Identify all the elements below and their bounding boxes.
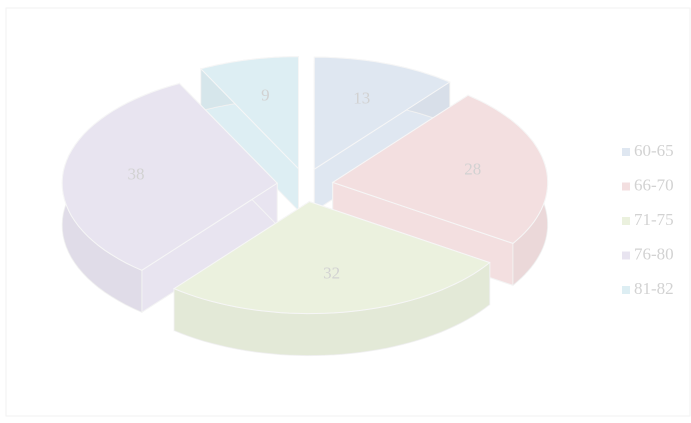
legend-label: 60-65 (634, 141, 674, 160)
data-label: 9 (261, 86, 270, 105)
data-label: 13 (353, 88, 370, 107)
slice (61, 82, 278, 271)
legend-label: 76-80 (634, 244, 674, 263)
legend-swatch (622, 148, 630, 156)
data-label: 38 (128, 164, 145, 183)
legend-swatch (622, 286, 630, 294)
slice (173, 201, 491, 315)
legend-swatch (622, 251, 630, 260)
legend-swatch (622, 182, 630, 191)
legend-swatch (622, 217, 630, 225)
slice (313, 56, 451, 171)
legend-label: 71-75 (634, 210, 674, 229)
legend-label: 66-70 (634, 175, 674, 194)
slice (331, 94, 549, 244)
data-label: 28 (464, 160, 481, 179)
data-label: 32 (323, 264, 340, 283)
legend-label: 81-82 (634, 279, 674, 298)
slice (199, 56, 299, 170)
